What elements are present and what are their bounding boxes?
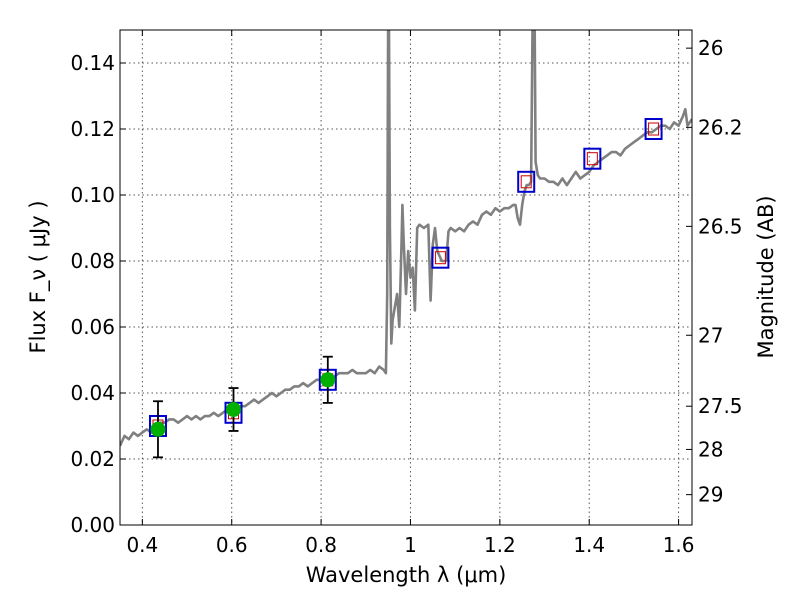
axis-tick-labels: 0.4 0.6 0.8 1 1.2 1.4 1.6 0.00 0.02 0.04 0.06 0.08 0… (70, 36, 742, 557)
model-inner-marker (648, 122, 660, 136)
y-tick-label: 0.06 (70, 315, 115, 339)
right-tick-label: 29 (698, 483, 723, 507)
x-axis-label: Wavelength λ (μm) (306, 563, 507, 587)
x-tick-label: 1.2 (484, 533, 516, 557)
right-axis-label: Magnitude (AB) (754, 195, 778, 358)
x-tick-label: 0.4 (126, 533, 158, 557)
y-tick-label: 0.08 (70, 249, 115, 273)
right-tick-label: 28 (698, 437, 723, 461)
y-tick-label: 0.04 (70, 381, 115, 405)
x-tick-label: 1.6 (663, 533, 695, 557)
model-box-marker (583, 147, 602, 170)
observed-point (226, 402, 242, 417)
model-box-marker (644, 118, 663, 140)
model-inner-marker (586, 152, 598, 166)
spectrum-line (120, 30, 692, 447)
x-tick-label: 1.4 (573, 533, 605, 557)
right-tick-label: 26.2 (698, 115, 743, 139)
right-tick-label: 27.5 (698, 394, 743, 418)
grid (120, 30, 692, 526)
model-inner-marker (434, 251, 446, 265)
x-tick-label: 0.8 (305, 533, 337, 557)
y-tick-label: 0.14 (70, 51, 115, 75)
model-box-marker (431, 246, 450, 269)
right-tick-label: 26.5 (698, 214, 743, 238)
plot-data (120, 30, 692, 459)
x-tick-label: 1 (404, 533, 417, 557)
axis-ticks (120, 30, 692, 526)
right-tick-label: 26 (698, 36, 723, 60)
model-box-marker (517, 170, 536, 193)
x-tick-label: 0.6 (216, 533, 248, 557)
plot-frame (119, 29, 693, 526)
y-tick-label: 0.10 (70, 183, 115, 207)
observed-point (150, 421, 166, 437)
y-tick-label: 0.02 (70, 447, 115, 471)
y-tick-label: 0.12 (70, 117, 115, 141)
model-inner-marker (520, 175, 532, 189)
observed-point (320, 372, 336, 388)
y-tick-label: 0.00 (70, 513, 115, 537)
right-tick-label: 27 (698, 323, 723, 347)
y-axis-label: Flux F_ν ( μJy ) (26, 200, 51, 353)
